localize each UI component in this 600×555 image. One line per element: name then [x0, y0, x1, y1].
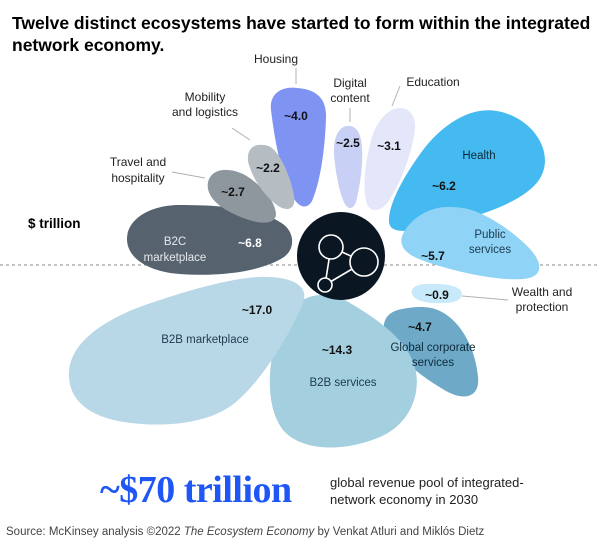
- total-description: global revenue pool of integrated- netwo…: [330, 474, 580, 508]
- label-public-services-line2: services: [469, 244, 511, 256]
- label-b2b-marketplace: B2B marketplace: [161, 334, 249, 346]
- petal-b2c-marketplace: [127, 205, 293, 275]
- value-wealth-protection: ~0.9: [425, 288, 449, 302]
- callout-line-mobility: [231, 127, 251, 141]
- callout-line-travel: [171, 171, 206, 179]
- petal-mobility-logistics: [247, 144, 295, 209]
- value-b2b-services: ~14.3: [322, 343, 353, 357]
- label-global-corporate-services-line1: Global corporate: [390, 342, 475, 354]
- value-housing: ~4.0: [284, 109, 308, 123]
- label-public-services-line1: Public: [474, 229, 506, 241]
- petal-digital-content: [333, 125, 363, 209]
- petal-health: [388, 110, 545, 231]
- title-line-2: network economy.: [12, 35, 165, 55]
- petal-education: [364, 108, 416, 211]
- label-health: Health: [462, 150, 495, 162]
- source-book-title: The Ecosystem Economy: [183, 526, 315, 538]
- chart-title: Twelve distinct ecosystems have started …: [12, 12, 592, 56]
- label-mobility-line2: and logistics: [172, 105, 238, 119]
- network-nodes-icon: [317, 234, 379, 293]
- source-suffix: by Venkat Atluri and Miklós Dietz: [314, 526, 485, 538]
- petal-b2b-services: [269, 295, 417, 448]
- label-global-corporate-services-line2: services: [412, 357, 454, 369]
- label-education: Education: [406, 75, 459, 89]
- petal-travel-hospitality: [207, 169, 276, 223]
- unit-label: $ trillion: [28, 216, 81, 231]
- value-digital-content: ~2.5: [336, 136, 360, 150]
- petal-texts: ~4.0 ~2.5 ~3.1 Health ~6.2 Public servic…: [144, 109, 512, 389]
- label-digital-content-line1: Digital: [333, 76, 366, 90]
- callout-line-education: [391, 85, 401, 107]
- label-wealth-line1: Wealth and: [512, 285, 573, 299]
- value-health: ~6.2: [432, 179, 456, 193]
- value-global-corporate-services: ~4.7: [408, 320, 432, 334]
- label-travel-line1: Travel and: [110, 155, 166, 169]
- petal-wealth-protection: [411, 284, 462, 304]
- label-b2c-marketplace-line2: marketplace: [144, 252, 207, 264]
- total-description-line2: network economy in 2030: [330, 492, 479, 507]
- title-line-1: Twelve distinct ecosystems have started …: [12, 13, 591, 33]
- label-b2b-services: B2B services: [309, 377, 376, 389]
- petal-public-services: [401, 207, 540, 280]
- source-note: Source: McKinsey analysis ©2022 The Ecos…: [6, 526, 484, 538]
- value-travel-hospitality: ~2.7: [221, 185, 245, 199]
- label-housing: Housing: [254, 52, 298, 66]
- value-b2b-marketplace: ~17.0: [242, 303, 273, 317]
- label-digital-content-line2: content: [330, 91, 370, 105]
- value-mobility-logistics: ~2.2: [256, 161, 280, 175]
- callout-line-wealth: [461, 295, 509, 301]
- callout-lines: [171, 68, 509, 301]
- total-description-line1: global revenue pool of integrated-: [330, 475, 524, 490]
- value-public-services: ~5.7: [421, 249, 445, 263]
- label-b2c-marketplace-line1: B2C: [164, 236, 186, 248]
- source-prefix: Source: McKinsey analysis ©2022: [6, 526, 184, 538]
- value-education: ~3.1: [377, 139, 401, 153]
- value-b2c-marketplace: ~6.8: [238, 236, 262, 250]
- label-wealth-line2: protection: [516, 300, 569, 314]
- label-travel-line2: hospitality: [111, 171, 164, 185]
- center-node: [297, 212, 385, 300]
- callout-labels: Housing Digital content Education Mobili…: [110, 52, 572, 314]
- total-value: ~$70 trillion: [100, 469, 292, 511]
- label-mobility-line1: Mobility: [185, 90, 226, 104]
- petal-b2b-marketplace: [68, 276, 305, 425]
- petal-global-corporate-services: [383, 307, 479, 397]
